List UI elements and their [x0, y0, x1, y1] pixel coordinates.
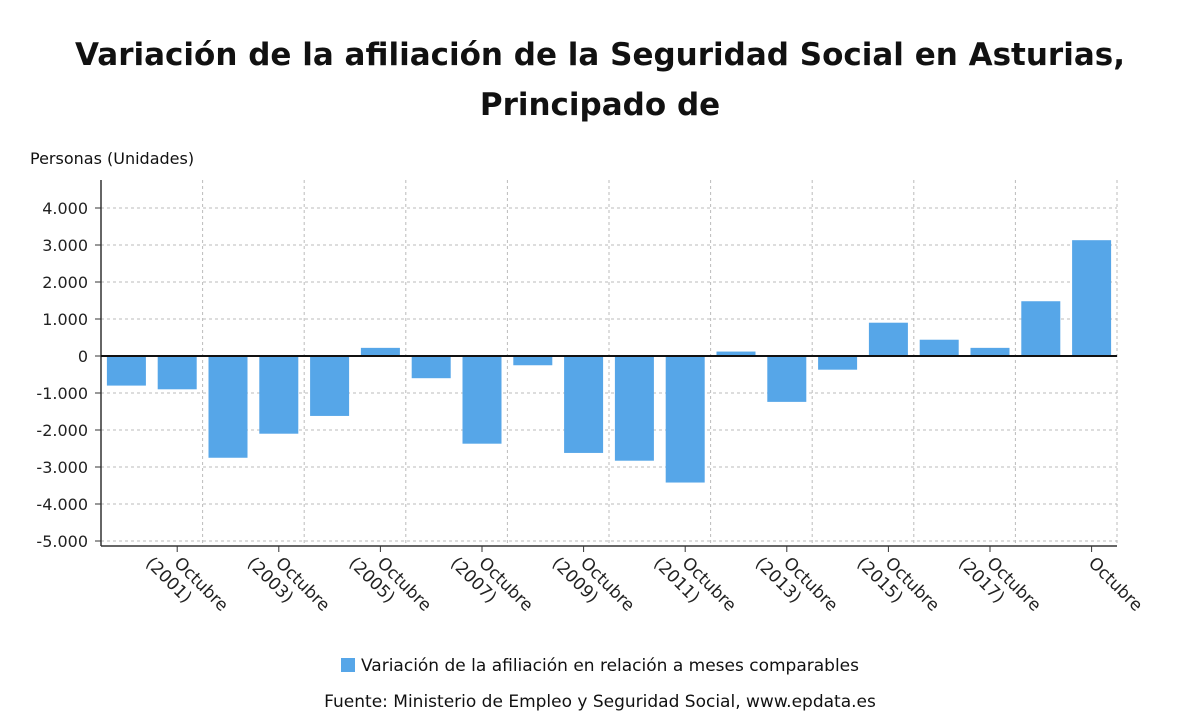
bar — [665, 356, 705, 483]
chart-title: Variación de la afiliación de la Segurid… — [0, 30, 1200, 130]
bar — [310, 356, 350, 416]
x-tick-label: Octubre(2015) — [853, 539, 944, 630]
y-tick-label: -5.000 — [36, 532, 88, 551]
bar — [1072, 240, 1112, 356]
bar — [157, 356, 197, 390]
y-tick-label: -2.000 — [36, 421, 88, 440]
source-note: Fuente: Ministerio de Empleo y Seguridad… — [324, 692, 876, 712]
bar-series — [106, 240, 1112, 483]
bar — [411, 356, 451, 379]
bar — [919, 339, 959, 356]
legend-swatch — [340, 658, 355, 672]
x-tick-label: Octubre(2011) — [649, 539, 740, 630]
y-axis-label: Personas (Unidades) — [30, 149, 194, 168]
x-tick-label: Octubre(2017) — [954, 539, 1045, 630]
x-tick-label: Octubre(2009) — [548, 539, 639, 630]
x-tick-label: Octubre(2001) — [141, 539, 232, 630]
y-tick-label: -1.000 — [36, 384, 88, 403]
bar — [208, 356, 248, 458]
x-tick-label: Octubre(2005) — [345, 539, 436, 630]
x-tick-label: Octubre(2003) — [243, 539, 334, 630]
bar — [513, 356, 553, 366]
bar — [564, 356, 604, 453]
y-tick-label: 3.000 — [42, 236, 88, 255]
bar — [614, 356, 654, 461]
y-tick-label: 1.000 — [42, 310, 88, 329]
chart-title-line-2: Principado de — [479, 87, 721, 123]
axes — [100, 180, 1117, 547]
x-tick-label: Octubre(2013) — [751, 539, 842, 630]
bar — [970, 347, 1010, 356]
y-tick-label: 2.000 — [42, 273, 88, 292]
y-tick-label: -3.000 — [36, 458, 88, 477]
bar — [868, 322, 908, 356]
x-tick-labels: Octubre(2001) Octubre(2003) Octubre(2005) O… — [141, 539, 1146, 630]
chart-title-line-1: Variación de la afiliación de la Segurid… — [75, 37, 1125, 73]
legend-label: Variación de la afiliación en relación a… — [360, 656, 859, 676]
legend: Variación de la afiliación en relación a… — [0, 654, 1200, 678]
grid-lines — [101, 180, 1118, 546]
x-tick-label: Octubre — [1084, 553, 1146, 615]
x-tick-label: Octubre(2007) — [446, 539, 537, 630]
bar — [818, 356, 858, 370]
bar-chart: Personas (Unidades) -5.000 -4.000 -3.000 -2… — [30, 149, 1146, 630]
bar — [360, 347, 400, 356]
bar — [106, 356, 146, 386]
bar — [462, 356, 502, 444]
bar — [259, 356, 299, 434]
y-tick-label: 4.000 — [42, 199, 88, 218]
bar — [767, 356, 807, 402]
y-tick-labels: -5.000 -4.000 -3.000 -2.000 -1.000 0 1.000 2.00… — [36, 199, 101, 551]
bar — [1021, 301, 1061, 356]
bar — [716, 351, 756, 356]
y-tick-label: -4.000 — [36, 495, 88, 514]
y-tick-label: 0 — [78, 347, 88, 366]
